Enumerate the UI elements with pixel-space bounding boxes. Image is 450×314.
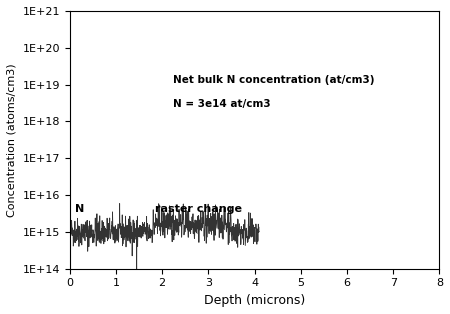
Text: Net bulk N concentration (at/cm3): Net bulk N concentration (at/cm3) — [173, 75, 375, 85]
Text: raster change: raster change — [155, 204, 242, 214]
Text: N = 3e14 at/cm3: N = 3e14 at/cm3 — [173, 99, 271, 109]
Y-axis label: Concentration (atoms/cm3): Concentration (atoms/cm3) — [7, 63, 17, 217]
Text: N: N — [75, 204, 85, 214]
X-axis label: Depth (microns): Depth (microns) — [204, 294, 305, 307]
